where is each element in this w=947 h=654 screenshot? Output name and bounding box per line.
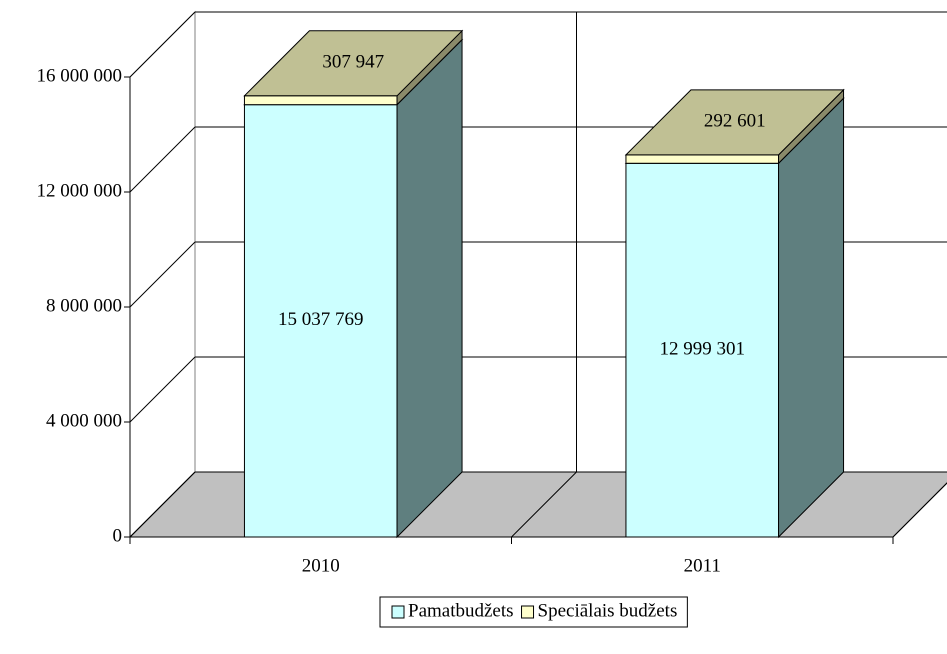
x-tick-label: 2010 — [302, 555, 340, 576]
value-label: 307 947 — [322, 52, 384, 73]
value-label: 292 601 — [704, 111, 766, 132]
value-label: 12 999 301 — [660, 338, 746, 359]
y-tick-label: 4 000 000 — [46, 410, 122, 431]
bar — [243, 95, 398, 106]
legend-swatch — [521, 605, 535, 619]
x-tick-label: 2011 — [684, 555, 721, 576]
legend-swatch — [391, 605, 405, 619]
y-tick-label: 8 000 000 — [46, 295, 122, 316]
legend: Pamatbudžets Speciālais budžets — [379, 596, 688, 628]
legend-label: Speciālais budžets — [538, 600, 678, 621]
bar — [625, 162, 780, 538]
bar — [243, 104, 398, 538]
bar — [625, 154, 780, 164]
y-tick-label: 12 000 000 — [37, 180, 123, 201]
category-divider — [892, 482, 947, 538]
y-tick-label: 0 — [113, 525, 123, 546]
bar-top — [243, 30, 464, 97]
value-label: 15 037 769 — [278, 309, 364, 330]
category-divider — [511, 471, 577, 538]
grid-line — [129, 11, 196, 78]
y-tick-label: 16 000 000 — [37, 65, 123, 86]
bar-side — [778, 97, 845, 539]
legend-label: Pamatbudžets — [408, 600, 514, 621]
bar-side — [396, 38, 463, 539]
category-divider — [129, 471, 196, 538]
grid-line — [129, 241, 196, 308]
grid-line — [129, 126, 196, 193]
grid-line — [129, 356, 196, 423]
bar-top — [624, 89, 845, 156]
